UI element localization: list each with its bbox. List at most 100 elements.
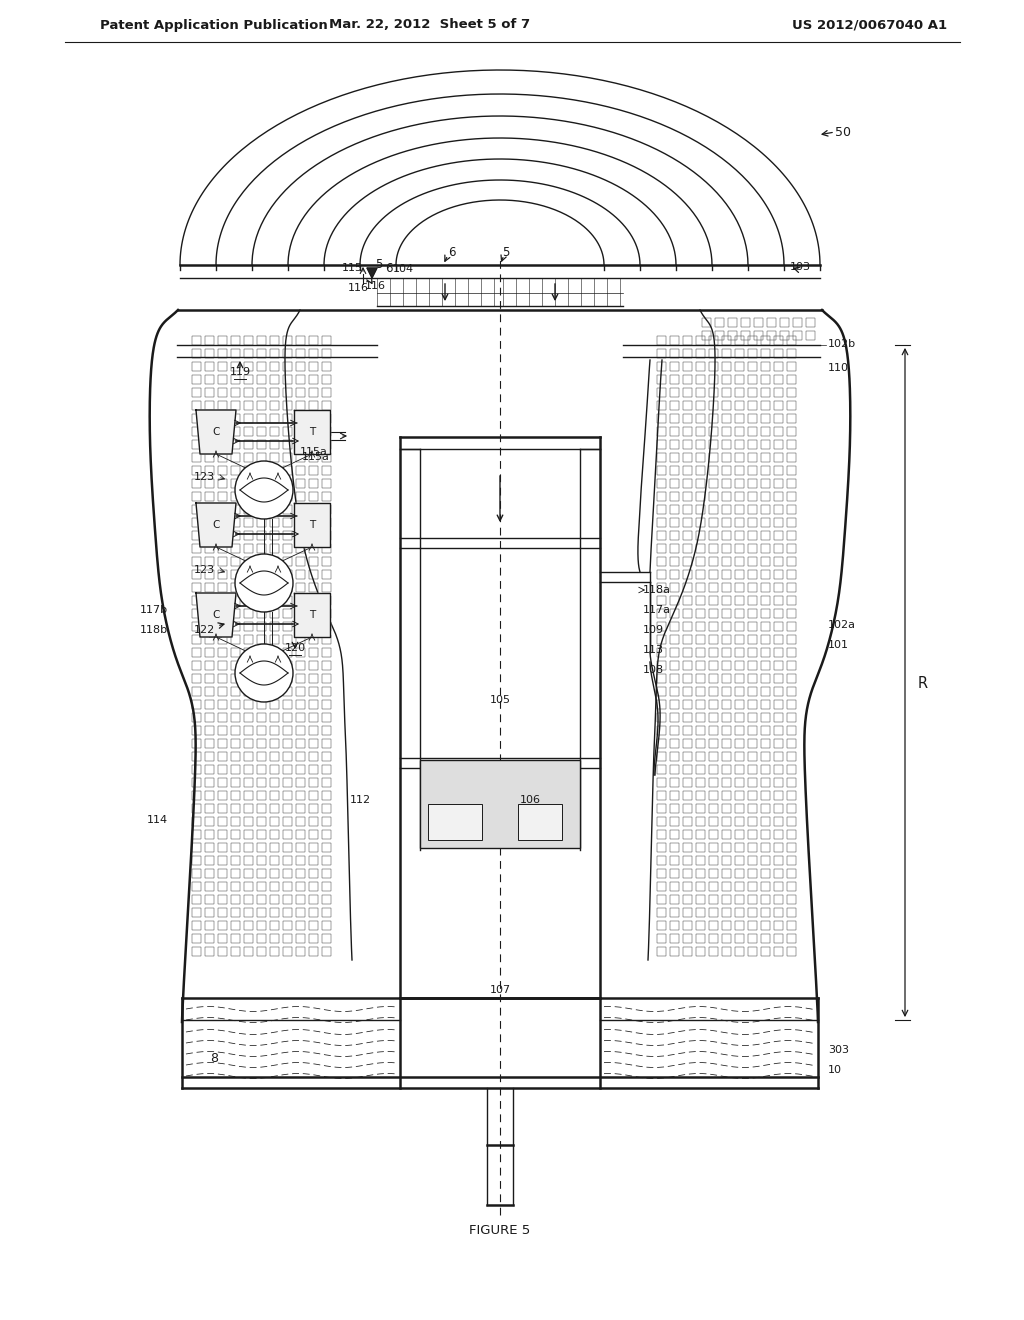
Bar bbox=[710, 492, 718, 500]
Bar bbox=[787, 739, 796, 747]
Bar bbox=[270, 921, 279, 929]
Bar bbox=[761, 688, 770, 696]
Bar bbox=[205, 817, 214, 826]
Bar bbox=[722, 362, 731, 371]
Bar bbox=[231, 739, 240, 747]
Bar bbox=[296, 921, 305, 929]
Bar bbox=[309, 857, 317, 865]
Text: 118a: 118a bbox=[643, 585, 671, 595]
Bar bbox=[309, 661, 317, 669]
Bar bbox=[761, 350, 770, 358]
Bar bbox=[231, 506, 240, 513]
Bar bbox=[309, 713, 317, 722]
Bar bbox=[787, 610, 796, 618]
Bar bbox=[657, 895, 666, 904]
Bar bbox=[722, 713, 731, 722]
Bar bbox=[696, 362, 705, 371]
Bar bbox=[702, 318, 711, 327]
Bar bbox=[787, 583, 796, 591]
Bar bbox=[231, 791, 240, 800]
Bar bbox=[284, 700, 292, 709]
Bar bbox=[774, 870, 782, 878]
Bar bbox=[710, 466, 718, 475]
Bar bbox=[323, 350, 331, 358]
Bar bbox=[296, 557, 305, 566]
Bar bbox=[205, 908, 214, 917]
Bar bbox=[193, 700, 201, 709]
Bar bbox=[428, 804, 482, 840]
Text: 117a: 117a bbox=[643, 605, 671, 615]
Text: T: T bbox=[309, 520, 315, 531]
Bar bbox=[257, 648, 266, 657]
Bar bbox=[735, 935, 743, 942]
Bar bbox=[749, 700, 757, 709]
Bar bbox=[218, 401, 226, 409]
Bar bbox=[296, 661, 305, 669]
Bar bbox=[722, 908, 731, 917]
Bar bbox=[722, 857, 731, 865]
Bar bbox=[323, 739, 331, 747]
Bar bbox=[323, 610, 331, 618]
Bar bbox=[657, 688, 666, 696]
Bar bbox=[257, 948, 266, 956]
Bar bbox=[284, 337, 292, 345]
Bar bbox=[245, 739, 253, 747]
Bar bbox=[774, 519, 782, 527]
Bar bbox=[710, 791, 718, 800]
Bar bbox=[735, 375, 743, 384]
Bar bbox=[787, 519, 796, 527]
Bar bbox=[657, 766, 666, 774]
Bar bbox=[683, 739, 692, 747]
Text: US 2012/0067040 A1: US 2012/0067040 A1 bbox=[793, 18, 947, 32]
Bar bbox=[218, 375, 226, 384]
Bar bbox=[309, 506, 317, 513]
Bar bbox=[657, 362, 666, 371]
Bar bbox=[722, 791, 731, 800]
Bar bbox=[231, 635, 240, 644]
Text: 118b: 118b bbox=[140, 624, 168, 635]
Text: 114: 114 bbox=[146, 814, 168, 825]
Bar bbox=[696, 544, 705, 553]
Bar bbox=[257, 610, 266, 618]
Bar bbox=[245, 688, 253, 696]
Bar bbox=[270, 830, 279, 838]
Bar bbox=[257, 791, 266, 800]
Bar bbox=[671, 466, 679, 475]
Bar bbox=[309, 350, 317, 358]
Bar bbox=[722, 935, 731, 942]
Bar bbox=[683, 713, 692, 722]
Bar bbox=[218, 661, 226, 669]
Bar bbox=[270, 843, 279, 851]
Bar bbox=[696, 622, 705, 631]
Bar bbox=[749, 661, 757, 669]
Bar bbox=[774, 648, 782, 657]
Text: 102b: 102b bbox=[828, 339, 856, 348]
Bar bbox=[193, 350, 201, 358]
Bar bbox=[749, 362, 757, 371]
Bar bbox=[245, 597, 253, 605]
Bar bbox=[735, 843, 743, 851]
Bar bbox=[696, 739, 705, 747]
Bar bbox=[218, 506, 226, 513]
Bar bbox=[722, 635, 731, 644]
Polygon shape bbox=[294, 411, 330, 454]
Bar bbox=[270, 713, 279, 722]
Bar bbox=[257, 661, 266, 669]
Bar bbox=[309, 688, 317, 696]
Bar bbox=[296, 688, 305, 696]
Bar bbox=[270, 895, 279, 904]
Bar bbox=[323, 804, 331, 813]
Bar bbox=[774, 830, 782, 838]
Bar bbox=[671, 479, 679, 488]
Bar bbox=[257, 570, 266, 578]
Bar bbox=[193, 948, 201, 956]
Bar bbox=[270, 428, 279, 436]
Bar bbox=[257, 675, 266, 682]
Bar bbox=[309, 388, 317, 397]
Bar bbox=[787, 622, 796, 631]
Bar bbox=[270, 882, 279, 891]
Bar bbox=[270, 635, 279, 644]
Bar bbox=[323, 688, 331, 696]
Bar bbox=[205, 675, 214, 682]
Bar bbox=[231, 622, 240, 631]
